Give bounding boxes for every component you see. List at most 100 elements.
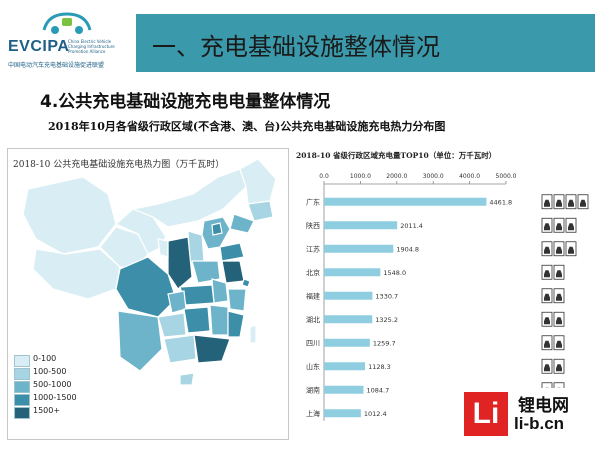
china-heat-map	[22, 158, 277, 386]
x-tick-label: 0.0	[319, 173, 329, 180]
x-tick-label: 2000.0	[386, 173, 407, 180]
value-label: 1084.7	[366, 386, 389, 394]
value-label: 1325.2	[375, 316, 398, 324]
vehicle-icon-group	[541, 335, 565, 351]
region-beijing	[211, 222, 223, 236]
region-xinjiang	[22, 176, 117, 255]
value-label: 1259.7	[373, 339, 396, 347]
bar	[324, 409, 361, 418]
value-label: 2011.4	[400, 222, 423, 230]
car-glyph-icon	[544, 223, 550, 231]
bar	[324, 244, 394, 253]
bar	[324, 338, 370, 347]
bar	[324, 362, 366, 371]
category-label: 山东	[306, 362, 320, 371]
car-glyph-icon	[544, 340, 550, 348]
category-label: 广东	[306, 197, 320, 206]
evcipa-logo: EVCIPA China Electric Vehicle Charging I…	[8, 8, 124, 74]
top10-bar-chart: 0.0 1000.0 2000.0 3000.0 4000.0 5000.0 广东 4461.…	[306, 173, 589, 421]
bar	[324, 315, 373, 324]
car-glyph-icon	[556, 340, 562, 348]
x-tick-label: 3000.0	[423, 173, 444, 180]
vehicle-icon-group	[541, 217, 577, 233]
category-label: 北京	[306, 268, 320, 277]
car-glyph-icon	[556, 364, 562, 372]
region-shandong	[219, 242, 245, 262]
car-glyph-icon	[568, 223, 574, 231]
legend-label: 1000-1500	[33, 393, 77, 402]
region-jiangsu	[221, 260, 245, 284]
legend-label: 500-1000	[33, 380, 72, 389]
bar	[324, 268, 381, 277]
car-glyph-icon	[580, 199, 586, 207]
legend-swatch	[14, 368, 30, 380]
region-heilongjiang	[239, 158, 277, 205]
car-glyph-icon	[556, 317, 562, 325]
region-sichuan	[115, 256, 177, 318]
category-label: 湖北	[306, 315, 320, 324]
region-liaoning	[229, 213, 255, 234]
legend-label: 100-500	[33, 367, 67, 376]
car-glyph-icon	[544, 246, 550, 254]
x-tick-label: 5000.0	[496, 173, 517, 180]
category-label: 陕西	[306, 221, 320, 230]
watermark-mark: Li	[464, 392, 508, 436]
value-label: 1012.4	[364, 410, 387, 418]
map-title: 2018-10 公共充电基础设施充电热力图（万千瓦时）	[13, 160, 225, 170]
x-tick-label: 1000.0	[350, 173, 371, 180]
category-label: 福建	[306, 291, 320, 300]
region-ningxia	[157, 238, 169, 258]
car-glyph-icon	[556, 223, 562, 231]
region-jilin	[247, 200, 274, 222]
region-shaanxi	[167, 236, 193, 290]
car-glyph-icon	[568, 199, 574, 207]
bar	[324, 221, 398, 230]
heat-map-panel: 2018-10 公共充电基础设施充电热力图（万千瓦时）	[7, 148, 289, 440]
logo-english-name: China Electric Vehicle Charging Infrastr…	[68, 39, 115, 54]
region-hunan	[183, 306, 211, 334]
region-chongqing	[167, 290, 187, 314]
value-label: 1128.3	[368, 363, 391, 371]
car-glyph-icon	[544, 364, 550, 372]
vehicle-icon-group	[541, 358, 565, 374]
category-label: 江苏	[306, 244, 320, 253]
category-label: 四川	[306, 339, 320, 347]
watermark-name: 锂电网	[518, 396, 569, 416]
region-jiangxi	[209, 304, 229, 336]
car-glyph-icon	[544, 293, 550, 301]
slide-subtitle: 2018年10月各省级行政区域(不含港、澳、台)公共充电基础设施充电热力分布图	[48, 120, 446, 133]
car-glyph-icon	[556, 246, 562, 254]
vehicle-icon-group	[541, 241, 577, 257]
bar	[324, 291, 373, 300]
car-glyph-icon	[544, 199, 550, 207]
section-title: 4.公共充电基础设施充电电量整体情况	[40, 92, 331, 112]
category-label: 上海	[306, 409, 320, 418]
title-banner: 一、充电基础设施整体情况	[136, 14, 595, 72]
region-fujian	[227, 310, 245, 338]
region-zhejiang	[227, 288, 247, 312]
car-glyph-icon	[556, 199, 562, 207]
logo-chinese-name: 中国电动汽车充电基础设施促进联盟	[8, 62, 105, 69]
region-anhui	[211, 278, 229, 304]
value-label: 4461.8	[489, 198, 512, 206]
vehicle-icon-group	[541, 194, 589, 210]
car-plug-icon	[42, 12, 92, 34]
vehicle-icon-group	[541, 288, 565, 304]
legend-swatch	[14, 355, 30, 367]
legend-label: 0-100	[33, 354, 57, 363]
chart-title: 2018-10 省级行政区域充电量TOP10（单位：万千瓦时）	[296, 151, 497, 160]
vehicle-icon-group	[541, 311, 565, 327]
region-hainan	[179, 372, 195, 386]
logo-name: EVCIPA	[8, 38, 70, 55]
legend-label: 1500+	[33, 406, 61, 415]
banner-title: 一、充电基础设施整体情况	[152, 33, 440, 61]
car-glyph-icon	[544, 270, 550, 278]
region-henan	[191, 260, 221, 284]
site-watermark: Li 锂电网 li-b.cn	[464, 388, 596, 446]
region-guizhou	[157, 312, 187, 338]
region-shanghai	[241, 278, 251, 288]
region-yunnan	[117, 310, 163, 372]
top10-bar-chart-panel: 2018-10 省级行政区域充电量TOP10（单位：万千瓦时） 0.0 1000.…	[296, 148, 596, 438]
value-label: 1330.7	[375, 292, 398, 300]
car-glyph-icon	[556, 270, 562, 278]
